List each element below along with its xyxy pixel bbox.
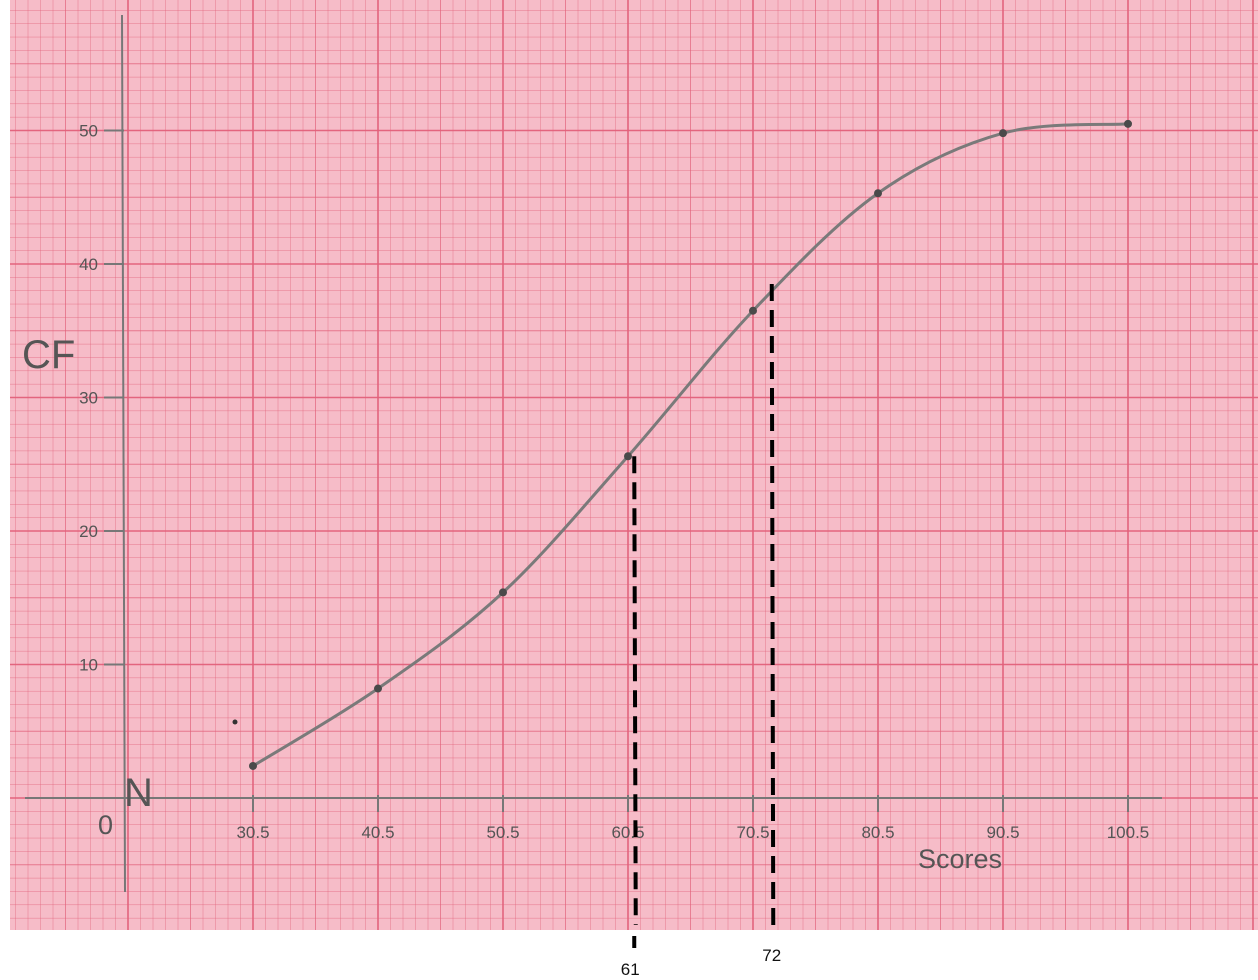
label-band: [0, 930, 1258, 980]
x-tick-label: 50.5: [486, 823, 519, 842]
axes: [25, 14, 1162, 893]
y-tick-label: 20: [79, 522, 98, 541]
data-point: [499, 588, 507, 597]
reference-label-61: 61: [621, 960, 640, 979]
y-tick-label: 40: [79, 255, 98, 274]
ogive-curve: [251, 122, 1130, 768]
data-point: [874, 189, 882, 198]
x-tick-label: 60.5: [611, 823, 644, 842]
y-axis-title: CF: [22, 333, 75, 377]
data-point: [999, 129, 1007, 138]
stray-dot: [232, 719, 238, 725]
x-tick-label: 40.5: [361, 823, 394, 842]
origin-label: 0: [98, 810, 113, 840]
y-axis-line: [121, 14, 126, 893]
reference-dashed-line: [632, 456, 638, 926]
x-tick-label: 80.5: [861, 823, 894, 842]
tick-marks: [104, 129, 1129, 812]
data-points: [232, 119, 1132, 770]
y-tick-label: 50: [79, 122, 98, 141]
x-axis-title: Scores: [918, 844, 1002, 874]
x-tick-label: 70.5: [736, 823, 769, 842]
axis-break-marker: N: [124, 771, 153, 815]
data-point: [1124, 119, 1132, 128]
data-point: [249, 761, 257, 770]
reference-lines: 61 72: [0, 284, 1258, 980]
x-tick-label: 90.5: [986, 823, 1019, 842]
reference-label-72: 72: [762, 946, 781, 965]
ogive-curve-layer: [251, 122, 1130, 768]
data-point: [374, 684, 382, 693]
reference-dashed-line: [769, 284, 776, 926]
y-tick-label: 30: [79, 389, 98, 408]
y-tick-label: 10: [79, 656, 98, 675]
data-point: [624, 452, 632, 461]
data-point: [749, 306, 757, 315]
x-tick-label: 30.5: [236, 823, 269, 842]
x-tick-label: 100.5: [1107, 823, 1150, 842]
